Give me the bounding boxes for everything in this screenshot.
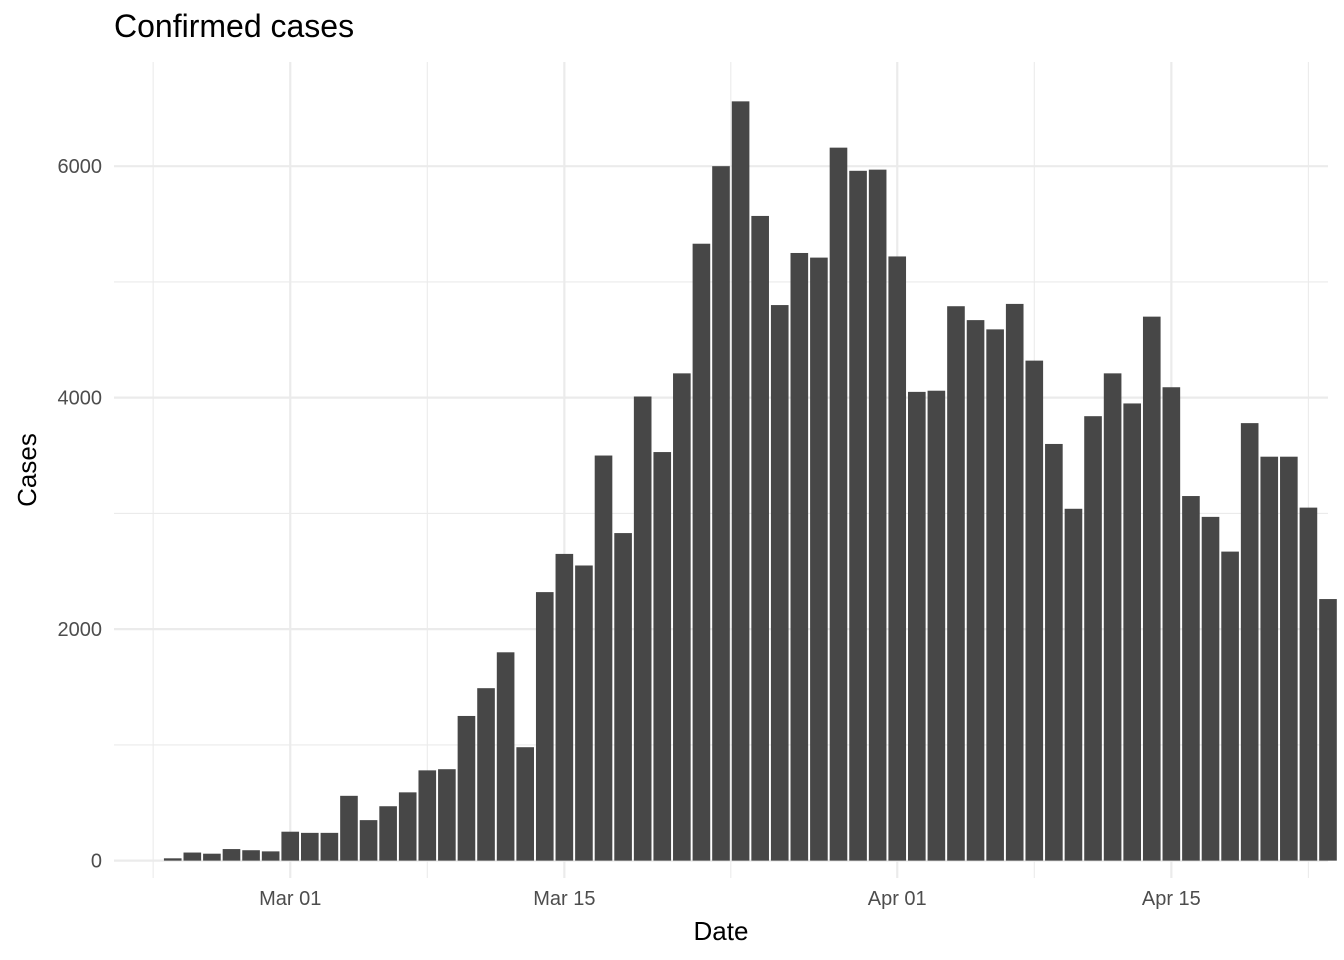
y-tick-label: 2000	[58, 619, 103, 641]
bar	[986, 329, 1004, 861]
bar	[183, 852, 202, 861]
bar	[1045, 443, 1063, 861]
bar	[398, 792, 417, 861]
bar	[222, 849, 241, 861]
bar	[731, 101, 750, 861]
bar	[555, 553, 574, 861]
bar	[868, 169, 887, 861]
bar	[692, 243, 711, 861]
chart-title: Confirmed cases	[114, 8, 355, 44]
x-tick-labels: Mar 01 Mar 15 Apr 01 Apr 15	[259, 888, 1201, 910]
bar	[535, 592, 554, 861]
bar	[379, 806, 397, 861]
bar	[1005, 303, 1024, 861]
bar	[575, 565, 593, 861]
bar	[966, 320, 985, 861]
x-tick-label: Mar 01	[259, 888, 321, 910]
bar	[751, 215, 769, 861]
bar	[1240, 423, 1259, 861]
bar	[496, 652, 515, 861]
bar	[907, 391, 926, 861]
bar	[516, 747, 535, 861]
y-tick-labels: 0 2000 4000 6000	[58, 156, 103, 872]
y-tick-label: 6000	[58, 156, 103, 178]
bar	[1299, 507, 1318, 861]
bar	[1319, 599, 1337, 861]
bar	[1182, 496, 1200, 861]
bar	[418, 770, 437, 861]
bar	[1103, 373, 1122, 861]
bar	[1260, 456, 1279, 861]
bar	[242, 850, 260, 861]
bar	[1162, 387, 1181, 861]
bar	[1064, 508, 1083, 861]
x-axis-title: Date	[694, 916, 749, 946]
bar	[712, 166, 730, 861]
bar	[947, 306, 965, 861]
bar	[888, 256, 907, 861]
x-tick-label: Mar 15	[533, 888, 595, 910]
bar	[163, 858, 182, 861]
bars	[163, 101, 1337, 861]
y-axis-title: Cases	[12, 433, 42, 507]
bar	[633, 396, 652, 861]
bar	[203, 853, 221, 861]
bar	[300, 832, 319, 861]
y-tick-label: 4000	[58, 388, 103, 410]
bar	[614, 533, 632, 861]
bar	[790, 252, 809, 861]
y-tick-label: 0	[91, 851, 102, 873]
bar	[1280, 456, 1298, 861]
bar	[1123, 403, 1142, 861]
bar	[1221, 551, 1239, 861]
x-tick-label: Apr 15	[1142, 888, 1201, 910]
bar	[810, 257, 828, 861]
bar	[261, 851, 280, 861]
bar	[320, 832, 339, 861]
bar	[438, 769, 456, 861]
bar	[281, 831, 300, 861]
bar	[770, 305, 789, 861]
bar	[359, 820, 378, 861]
bar	[1142, 316, 1161, 861]
bar	[457, 715, 476, 861]
bar	[927, 390, 946, 861]
bar	[1084, 416, 1102, 861]
bar	[829, 147, 848, 861]
bar	[1025, 360, 1044, 861]
bar	[477, 688, 495, 861]
bar	[1201, 516, 1220, 861]
bar	[340, 795, 358, 861]
bar	[849, 170, 867, 861]
x-tick-label: Apr 01	[868, 888, 927, 910]
bar	[594, 455, 613, 861]
bar	[673, 373, 691, 861]
bar	[653, 452, 672, 861]
